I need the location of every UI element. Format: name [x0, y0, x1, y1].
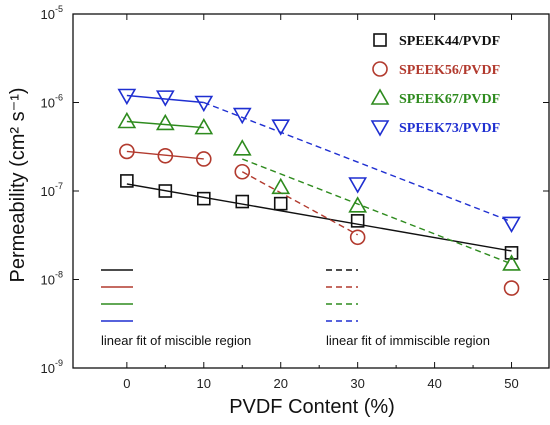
- x-tick-label: 10: [197, 376, 211, 391]
- y-tick-label: 10-7: [41, 181, 63, 199]
- x-tick-label: 30: [350, 376, 364, 391]
- fit-lines: [126, 94, 512, 265]
- y-axis-title: Permeability (cm² s⁻¹): [7, 87, 29, 282]
- data-point-3: [232, 107, 252, 125]
- immiscible-fit-line-1: [241, 171, 358, 236]
- y-tick-label: 10-9: [41, 358, 63, 376]
- x-tick-label: 50: [504, 376, 518, 391]
- miscible-fit-line-0: [126, 183, 512, 252]
- immiscible-fit-label: linear fit of immiscible region: [326, 333, 490, 348]
- miscible-fit-label: linear fit of miscible region: [101, 333, 251, 348]
- immiscible-fit-line-3: [203, 101, 512, 223]
- data-point-1: [157, 147, 174, 164]
- data-point-0: [120, 174, 134, 188]
- data-point-2: [117, 111, 137, 129]
- y-tick-label: 10-6: [41, 93, 63, 111]
- data-point-3: [348, 177, 368, 194]
- data-point-0: [196, 191, 211, 206]
- miscible-fit-line-2: [126, 120, 204, 129]
- legend-marker-3: [370, 120, 390, 137]
- x-tick-label: 20: [273, 376, 287, 391]
- data-point-3: [117, 88, 137, 106]
- axis-ticks: 0 10 20 30 40 50 10-9 10-8 10-7 10-6 10-5: [41, 4, 549, 391]
- data-point-3: [194, 95, 214, 113]
- legend-label-0: SPEEK44/PVDF: [399, 34, 500, 49]
- data-point-2: [271, 177, 291, 195]
- data-point-2: [502, 254, 521, 271]
- data-point-3: [155, 90, 175, 107]
- legend-marker-0: [373, 33, 387, 47]
- legend: SPEEK44/PVDF SPEEK56/PVDF SPEEK67/PVDF SPEE…: [370, 33, 500, 137]
- immiscible-fit-line-2: [242, 158, 512, 265]
- x-tick-label: 0: [123, 376, 130, 391]
- data-markers: [117, 88, 521, 296]
- data-point-3: [271, 119, 291, 136]
- data-point-0: [235, 194, 250, 209]
- data-point-1: [503, 280, 520, 296]
- data-point-2: [232, 139, 252, 156]
- data-point-1: [349, 229, 366, 246]
- data-point-0: [158, 184, 173, 198]
- data-point-1: [234, 163, 251, 180]
- data-point-0: [350, 214, 365, 228]
- data-point-2: [155, 113, 175, 131]
- data-point-2: [194, 118, 214, 135]
- legend-label-3: SPEEK73/PVDF: [399, 121, 500, 136]
- legend-label-1: SPEEK56/PVDF: [399, 63, 500, 78]
- y-tick-label: 10-8: [41, 270, 63, 288]
- data-point-2: [348, 196, 368, 213]
- x-axis-title: PVDF Content (%): [229, 396, 395, 418]
- data-point-0: [273, 196, 288, 211]
- data-point-1: [195, 151, 212, 167]
- x-tick-label: 40: [427, 376, 441, 391]
- miscible-fit-line-1: [126, 150, 204, 160]
- legend-marker-1: [372, 61, 388, 77]
- legend-marker-2: [370, 88, 390, 105]
- miscible-fit-line-3: [126, 94, 204, 104]
- y-tick-label: 10-5: [41, 4, 63, 22]
- data-point-1: [119, 143, 135, 160]
- data-point-0: [504, 246, 519, 260]
- legend-label-2: SPEEK67/PVDF: [399, 92, 500, 107]
- data-point-3: [502, 216, 521, 234]
- fit-line-key: linear fit of miscible region linear fit…: [101, 269, 490, 348]
